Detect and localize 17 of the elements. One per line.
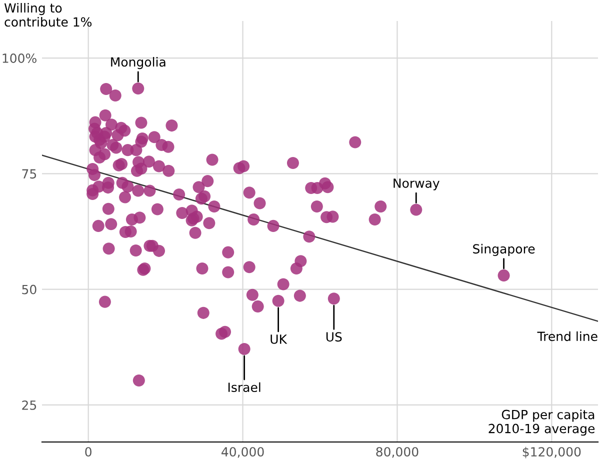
annotation: Mongolia [111, 57, 166, 70]
x-tick-label: 80,000 [376, 447, 418, 458]
y-tick-label: 25 [22, 400, 36, 410]
y-axis-title: Willing to contribute 1% [4, 3, 92, 27]
x-tick-label: 0 [85, 447, 92, 457]
x-tick-label: 40,000 [222, 447, 264, 458]
x-tick-label: $120,000 [522, 446, 581, 458]
x-axis-title: GDP per capita 2010-19 average [488, 410, 595, 436]
annotation: US [326, 332, 342, 342]
y-tick-label: 75 [22, 169, 36, 179]
annotation: UK [270, 334, 288, 344]
annotation: Norway [394, 178, 440, 190]
annotation: Israel [228, 382, 260, 392]
y-tick-label: 100% [2, 53, 36, 63]
series-label: Trend line [537, 331, 598, 342]
y-tick-label: 50 [22, 284, 36, 294]
annotation: Singapore [473, 244, 535, 256]
